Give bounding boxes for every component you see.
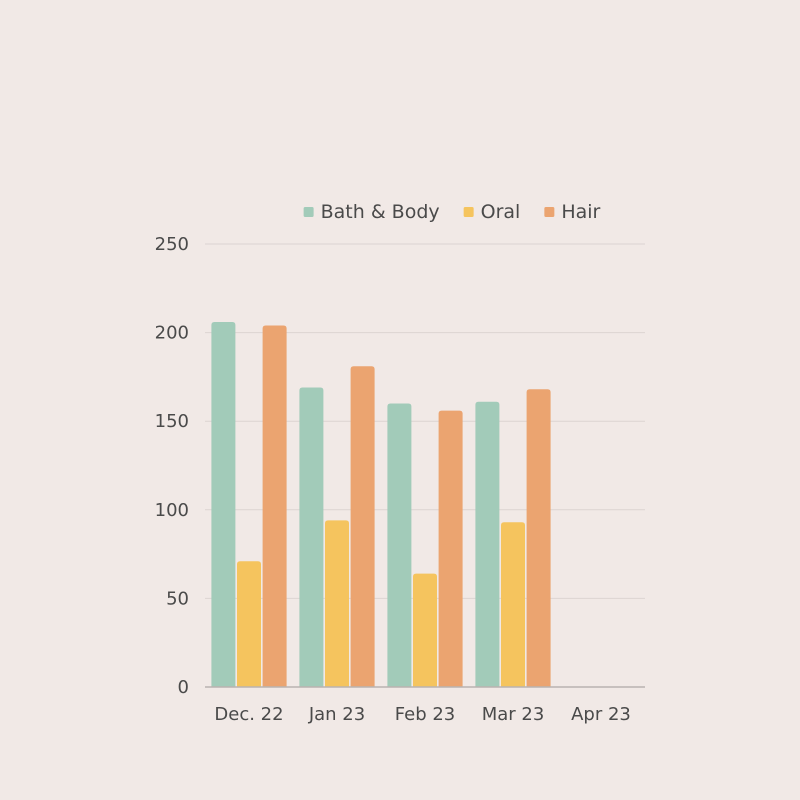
y-tick-label: 0 (178, 677, 189, 698)
bar (299, 387, 324, 687)
y-tick-label: 200 (155, 323, 189, 344)
bar (237, 561, 261, 687)
bar (262, 325, 287, 687)
y-tick-label: 100 (155, 500, 189, 521)
legend-item: Bath & Body (303, 201, 440, 223)
legend-swatch (463, 207, 474, 217)
bar (350, 366, 375, 687)
bar (501, 522, 525, 687)
y-tick-label: 250 (155, 234, 189, 255)
x-tick-label: Jan 23 (308, 704, 365, 725)
legend-item: Hair (544, 201, 601, 223)
bar (325, 520, 349, 687)
bars (211, 321, 551, 687)
x-tick-label: Mar 23 (482, 704, 545, 725)
bar (475, 401, 500, 687)
legend: Bath & Body Oral Hair (303, 201, 601, 223)
x-tick-label: Dec. 22 (214, 704, 283, 725)
y-tick-label: 50 (166, 588, 189, 609)
x-tick-label: Feb 23 (395, 704, 456, 725)
legend-label: Hair (561, 201, 600, 223)
legend-swatch (303, 207, 314, 217)
bar (211, 321, 236, 687)
x-tick-label: Apr 23 (571, 704, 631, 725)
bar (526, 389, 551, 687)
y-tick-label: 150 (155, 411, 189, 432)
x-axis: Dec. 22 Jan 23 Feb 23 Mar 23 Apr 23 (214, 704, 630, 725)
bar (413, 573, 437, 687)
bar (438, 410, 463, 687)
legend-label: Bath & Body (321, 201, 440, 223)
legend-swatch (544, 207, 555, 217)
legend-label: Oral (481, 201, 521, 223)
legend-item: Oral (463, 201, 521, 223)
y-axis: 0 50 100 150 200 250 (155, 234, 189, 698)
bar (387, 403, 412, 687)
